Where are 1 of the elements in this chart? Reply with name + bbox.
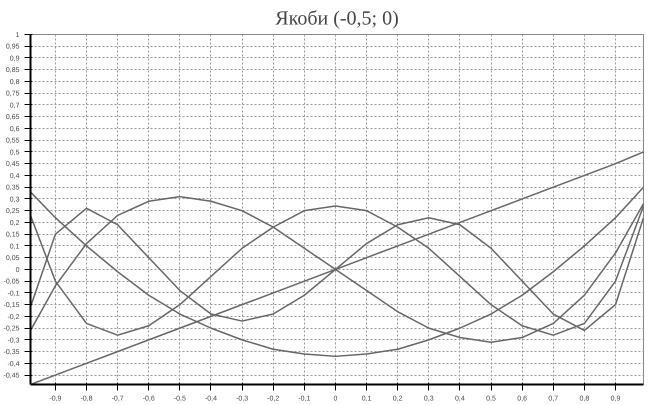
chart-title: Якоби (-0,5; 0) <box>275 8 399 30</box>
